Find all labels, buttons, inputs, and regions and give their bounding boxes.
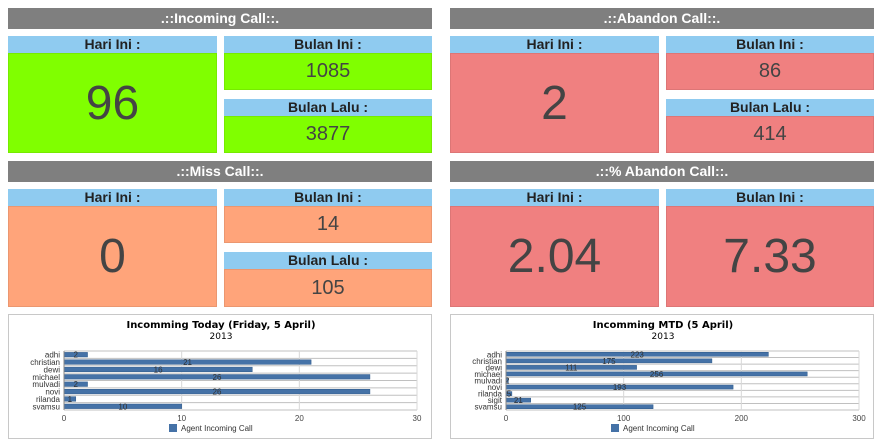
data-label: 193 <box>613 383 627 392</box>
miss-call-title: .::Miss Call::. <box>8 161 432 182</box>
legend-swatch <box>611 424 619 432</box>
data-label: 1 <box>68 395 73 404</box>
category-label: rilanda <box>36 395 61 404</box>
abandon-last-label: Bulan Lalu : <box>666 99 874 116</box>
incoming-today-label: Hari Ini : <box>8 36 217 53</box>
data-label: 2 <box>505 377 510 386</box>
legend-swatch <box>169 424 177 432</box>
data-label: 21 <box>183 358 192 367</box>
incoming-last-label: Bulan Lalu : <box>224 99 432 116</box>
category-label: mulvadi <box>32 380 60 389</box>
x-tick-label: 0 <box>504 414 509 423</box>
data-label: 16 <box>154 365 163 374</box>
category-label: novi <box>45 388 60 397</box>
chart-title: Incomming Today (Friday, 5 April) <box>126 320 315 331</box>
pct-abandon-today-value: 2.04 <box>450 206 659 307</box>
legend-label: Agent Incoming Call <box>623 424 695 433</box>
data-label: 125 <box>573 403 587 412</box>
miss-last-value: 105 <box>224 269 432 307</box>
category-label: christian <box>472 357 502 366</box>
data-label: 2 <box>74 351 79 360</box>
x-tick-label: 20 <box>295 414 304 423</box>
data-label: 26 <box>213 373 222 382</box>
category-label: novi <box>487 383 502 392</box>
data-label: 5 <box>507 390 512 399</box>
x-tick-label: 10 <box>177 414 186 423</box>
incoming-today-value: 96 <box>8 53 217 153</box>
x-tick-label: 30 <box>413 414 422 423</box>
incoming-mtd-chart-svg: Incomming MTD (5 April)2013 0 100 200 300 adh… <box>472 320 866 433</box>
miss-month-label: Bulan Ini : <box>224 189 432 206</box>
abandon-today-value: 2 <box>450 53 659 153</box>
category-label: dewi <box>44 365 61 374</box>
pct-abandon-title: .::% Abandon Call::. <box>450 161 874 182</box>
data-label: 111 <box>565 363 578 372</box>
miss-today-label: Hari Ini : <box>8 189 217 206</box>
data-label: 26 <box>213 388 222 397</box>
incoming-mtd-chart: Incomming MTD (5 April) 2013 0 100 200 300 adh… <box>450 314 874 439</box>
incoming-month-value: 1085 <box>224 53 432 90</box>
data-label: 2 <box>74 380 79 389</box>
abandon-last-value: 414 <box>666 116 874 153</box>
category-label: michael <box>32 373 60 382</box>
incoming-today-chart: Incomming Today (Friday, 5 April) 2013 0 10… <box>8 314 432 439</box>
incoming-last-value: 3877 <box>224 116 432 153</box>
abandon-month-value: 86 <box>666 53 874 90</box>
x-tick-label: 200 <box>735 414 749 423</box>
data-label: 256 <box>650 370 664 379</box>
category-label: svamsu <box>474 403 502 412</box>
legend-label: Agent Incoming Call <box>181 424 253 433</box>
category-label: sigit <box>488 396 503 405</box>
x-tick-label: 300 <box>852 414 866 423</box>
data-label: 175 <box>602 357 616 366</box>
data-label: 223 <box>631 350 645 359</box>
abandon-call-title: .::Abandon Call::. <box>450 8 874 29</box>
data-label: 21 <box>514 396 523 405</box>
x-tick-label: 100 <box>617 414 631 423</box>
pct-abandon-month-label: Bulan Ini : <box>666 189 874 206</box>
abandon-today-label: Hari Ini : <box>450 36 659 53</box>
chart-subtitle: 2013 <box>210 332 233 342</box>
chart-subtitle: 2013 <box>652 332 675 342</box>
category-label: christian <box>30 358 60 367</box>
category-label: rilanda <box>478 390 503 399</box>
miss-last-label: Bulan Lalu : <box>224 252 432 269</box>
pct-abandon-month-value: 7.33 <box>666 206 874 307</box>
x-tick-label: 0 <box>62 414 67 423</box>
pct-abandon-today-label: Hari Ini : <box>450 189 659 206</box>
category-label: svamsu <box>32 402 60 411</box>
chart-title: Incomming MTD (5 April) <box>593 320 733 331</box>
category-label: adhi <box>45 351 60 360</box>
incoming-month-label: Bulan Ini : <box>224 36 432 53</box>
incoming-call-title: .::Incoming Call::. <box>8 8 432 29</box>
miss-month-value: 14 <box>224 206 432 243</box>
category-label: adhi <box>487 350 502 359</box>
miss-today-value: 0 <box>8 206 217 307</box>
data-label: 10 <box>118 402 127 411</box>
category-label: mulvadi <box>474 377 502 386</box>
category-label: michael <box>474 370 502 379</box>
category-label: dewi <box>486 363 503 372</box>
abandon-month-label: Bulan Ini : <box>666 36 874 53</box>
